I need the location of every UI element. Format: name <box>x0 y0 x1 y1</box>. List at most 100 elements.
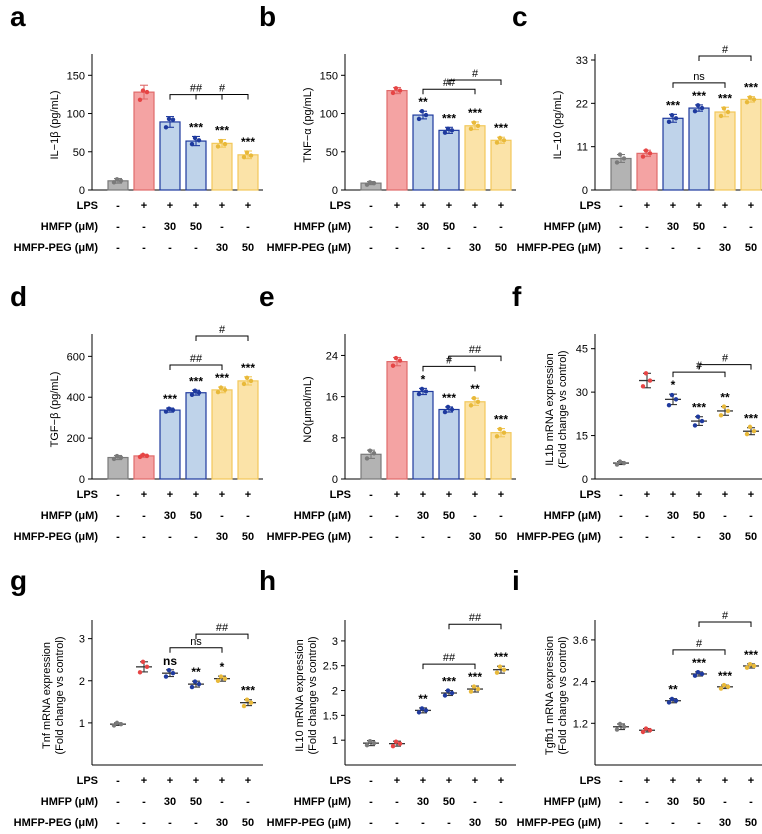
treatment-row-value: 30 <box>417 796 429 808</box>
treatment-row-value: - <box>447 242 451 254</box>
bracket-label: ## <box>216 622 229 634</box>
treatment-row-value: - <box>619 796 623 808</box>
treatment-row-value: - <box>473 221 477 233</box>
data-point <box>170 117 176 122</box>
significance-label: *** <box>494 413 508 427</box>
bar <box>412 114 434 191</box>
data-point <box>725 684 731 690</box>
treatment-row-value: 30 <box>667 796 679 808</box>
treatment-row-value: - <box>116 242 120 254</box>
significance-label: ** <box>418 692 428 706</box>
treatment-row-value: 50 <box>190 510 202 522</box>
significance-label: *** <box>468 670 482 684</box>
bar <box>211 389 233 480</box>
y-axis-label: IL−10 (pg/mL) <box>552 91 564 160</box>
significance-label: *** <box>442 391 456 405</box>
y-tick-label: 22 <box>576 98 588 110</box>
treatment-row-value: - <box>645 796 649 808</box>
comparison-bracket <box>672 82 726 88</box>
data-point <box>390 363 396 368</box>
treatment-row-value: 30 <box>719 531 731 543</box>
data-point <box>442 409 448 415</box>
treatment-row-value: - <box>116 510 120 522</box>
data-point <box>218 674 224 679</box>
data-point <box>419 706 425 711</box>
data-point <box>442 693 448 698</box>
data-point <box>371 451 377 456</box>
bracket-label: # <box>722 610 729 622</box>
significance-label: * <box>220 660 225 674</box>
comparison-bracket <box>169 364 223 371</box>
data-point <box>666 119 672 125</box>
treatment-row-value: - <box>369 242 373 254</box>
bar <box>133 455 155 480</box>
data-point <box>241 381 247 387</box>
data-point <box>111 456 117 462</box>
treatment-row-value: - <box>142 796 146 808</box>
y-tick-label: 0 <box>79 474 85 486</box>
data-point <box>643 148 649 153</box>
treatment-row-value: - <box>619 200 623 212</box>
y-axis-label: NO(μmol/mL) <box>302 376 314 442</box>
bracket-label: ## <box>190 353 203 365</box>
data-point <box>445 688 451 693</box>
treatment-row-label: HMFP-PEG (μM) <box>14 817 99 829</box>
data-point <box>244 375 250 381</box>
data-point <box>666 402 672 408</box>
data-point <box>170 407 176 413</box>
y-axis-label: IL10 mRNA expression <box>294 639 306 752</box>
y-tick-label: 1 <box>79 718 85 730</box>
treatment-row-value: + <box>141 489 147 501</box>
treatment-row-value: + <box>748 489 754 501</box>
treatment-row-value: + <box>472 489 478 501</box>
treatment-row-value: 50 <box>693 221 705 233</box>
data-point <box>614 727 620 732</box>
treatment-row-value: 30 <box>719 817 731 829</box>
treatment-row-value: - <box>116 489 120 501</box>
data-point <box>718 413 724 418</box>
treatment-row-value: - <box>116 531 120 543</box>
y-tick-label: 150 <box>67 70 85 82</box>
data-point <box>643 371 649 376</box>
data-point <box>725 408 731 414</box>
treatment-row-value: + <box>219 200 225 212</box>
data-point <box>241 154 247 160</box>
data-point <box>364 742 370 748</box>
treatment-row-value: - <box>168 817 172 829</box>
significance-label: *** <box>468 106 482 120</box>
treatment-row-value: 50 <box>190 221 202 233</box>
significance-label: ** <box>720 391 730 405</box>
data-point <box>393 739 399 744</box>
data-point <box>192 679 198 684</box>
treatment-row-label: LPS <box>77 200 98 212</box>
treatment-row-value: + <box>722 200 728 212</box>
comparison-bracket <box>448 79 502 85</box>
data-point <box>144 89 150 95</box>
treatment-row-value: - <box>421 531 425 543</box>
significance-label: *** <box>442 675 456 689</box>
data-point <box>699 105 705 111</box>
treatment-row-value: + <box>420 775 426 787</box>
panel-letter: f <box>512 281 522 312</box>
data-point <box>647 728 653 733</box>
treatment-row-value: - <box>246 221 250 233</box>
treatment-row-value: - <box>619 489 623 501</box>
data-point <box>140 452 146 458</box>
y-tick-label: 0 <box>332 474 338 486</box>
treatment-row-label: HMFP-PEG (μM) <box>14 531 99 543</box>
treatment-row-label: HMFP-PEG (μM) <box>267 817 352 829</box>
treatment-row-value: - <box>369 221 373 233</box>
data-point <box>497 426 503 432</box>
bar <box>438 408 460 480</box>
bar <box>636 152 658 191</box>
treatment-row-value: 50 <box>242 817 254 829</box>
treatment-row-value: + <box>394 775 400 787</box>
treatment-row-value: - <box>142 510 146 522</box>
data-point <box>163 409 169 414</box>
treatment-row-value: - <box>142 817 146 829</box>
treatment-row-value: - <box>194 531 198 543</box>
data-point <box>695 670 701 675</box>
treatment-row-value: 50 <box>745 531 757 543</box>
data-point <box>244 150 250 155</box>
treatment-row-value: + <box>722 775 728 787</box>
